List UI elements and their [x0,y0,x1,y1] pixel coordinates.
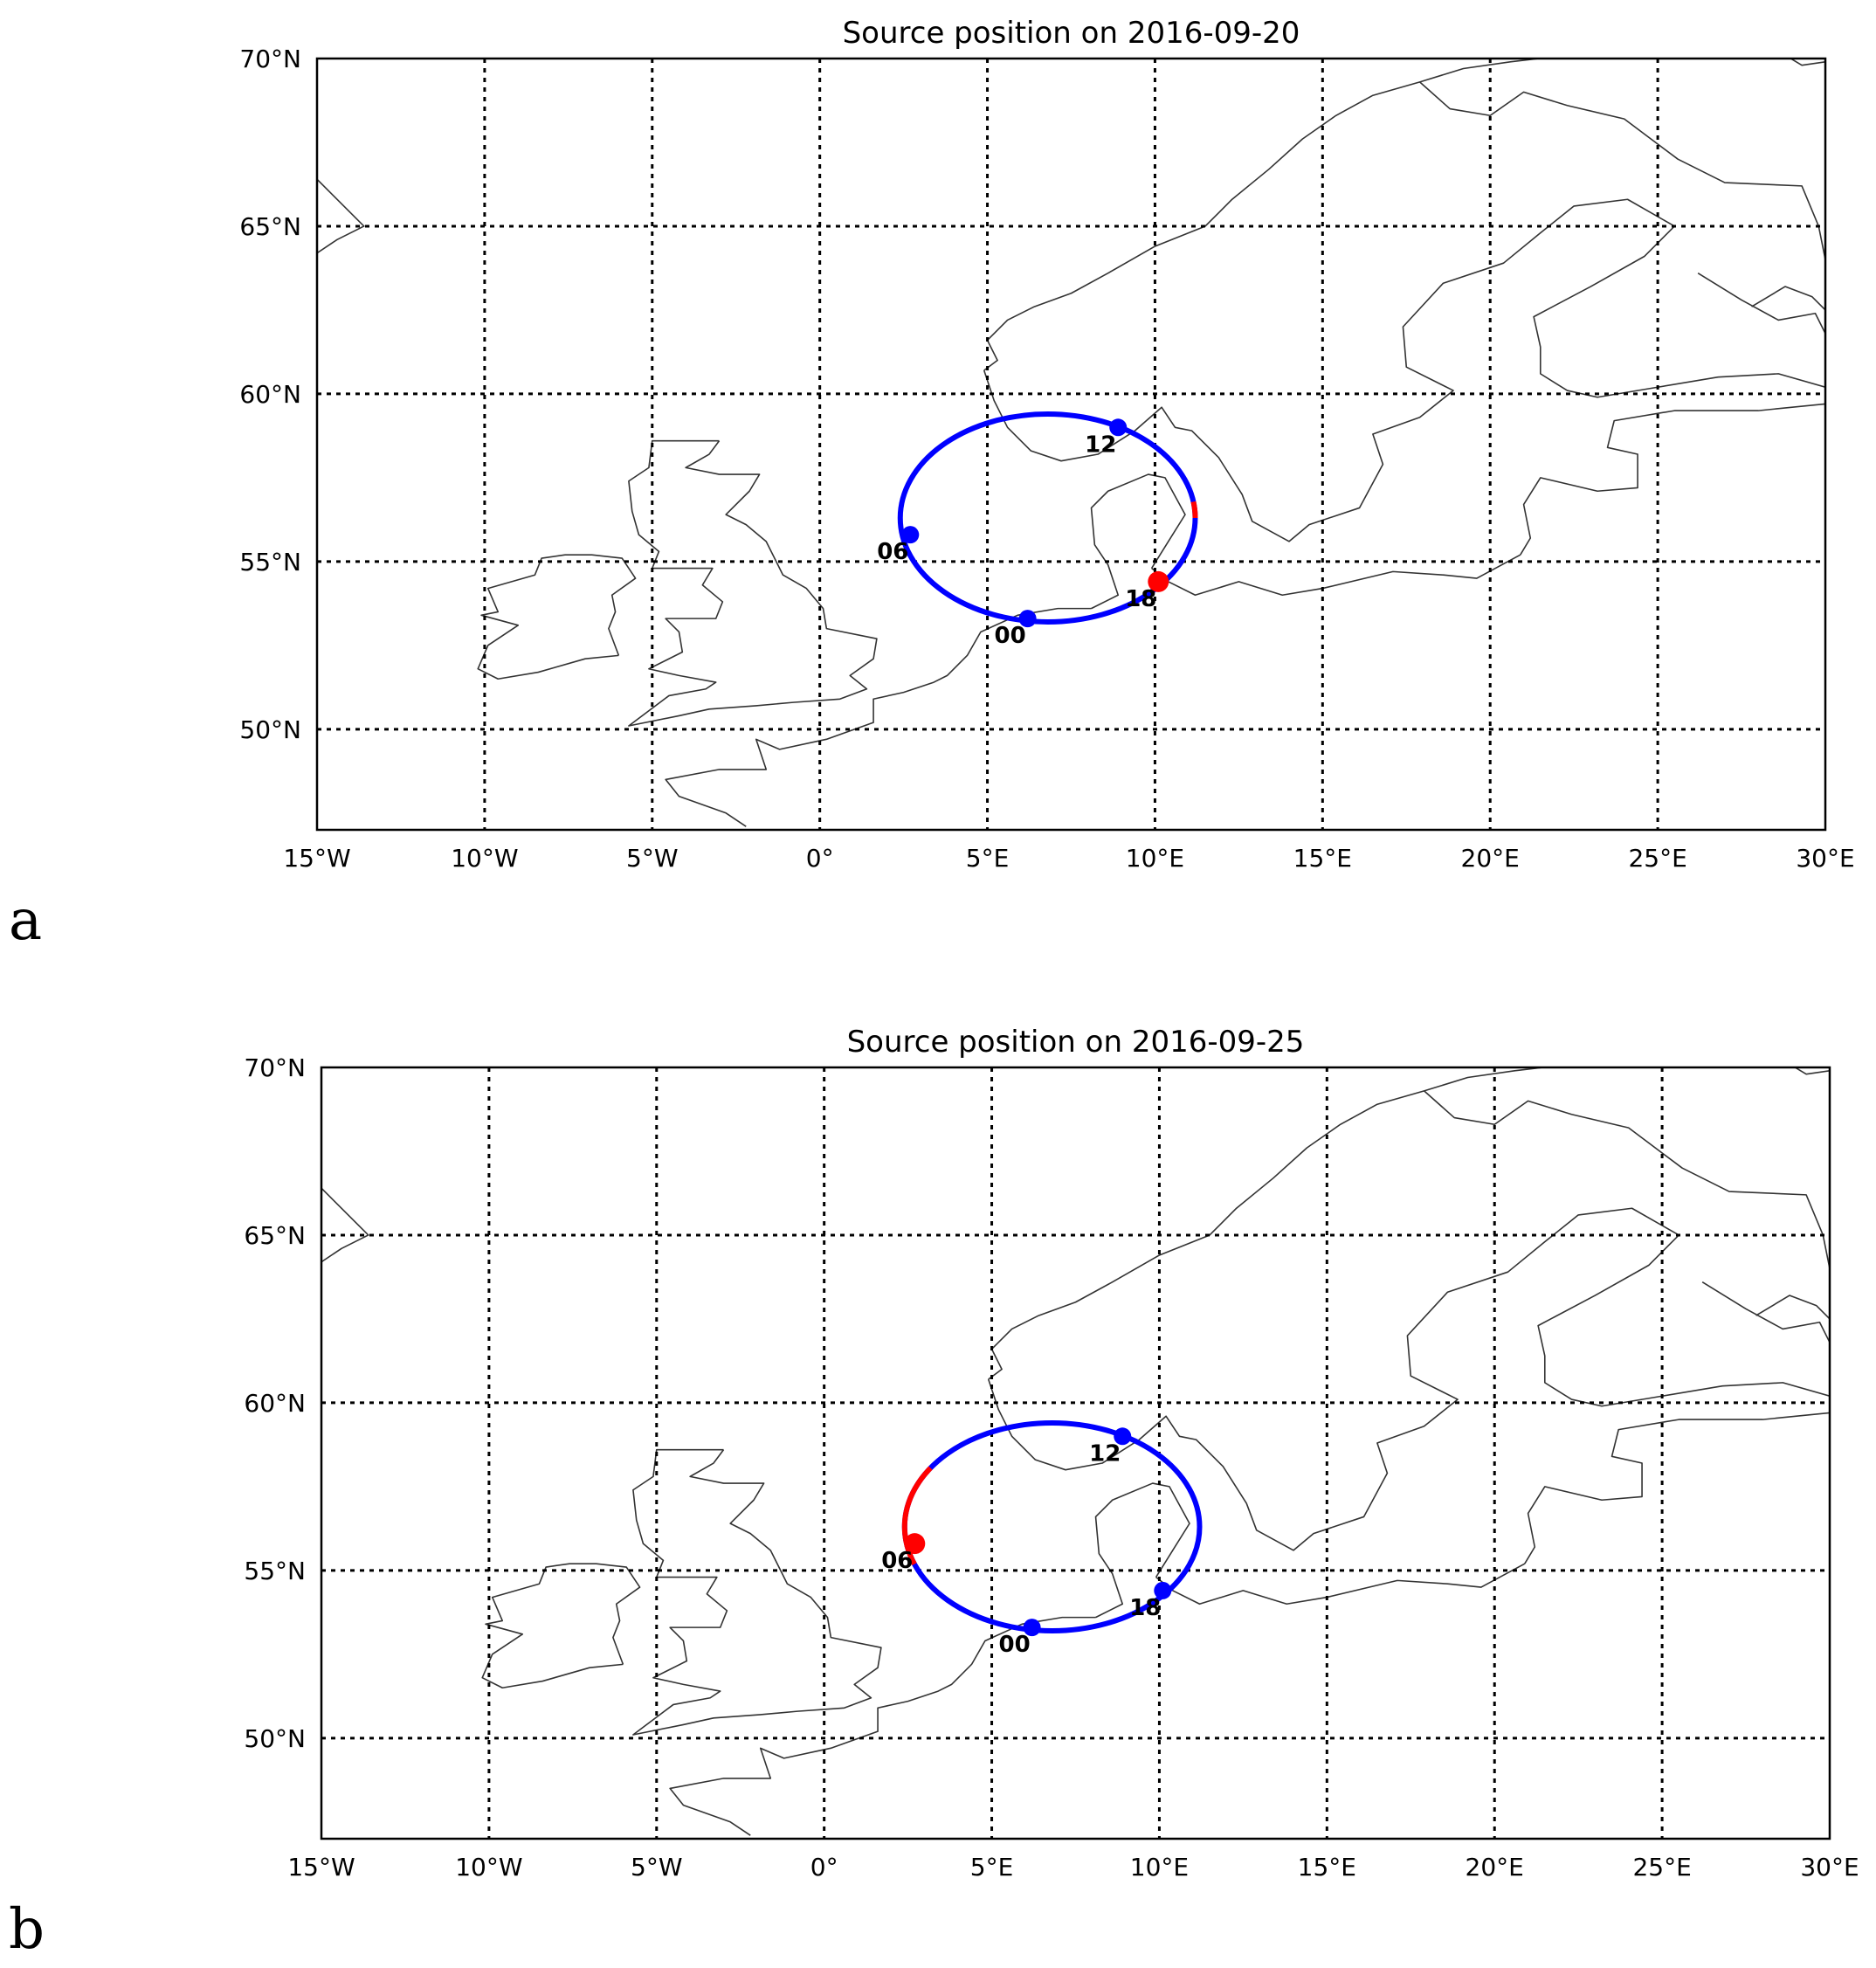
panel-letter: a [9,888,42,953]
coastline [477,554,637,680]
coastline [321,1187,369,1263]
coastline [1751,286,1825,311]
y-tick-label: 50°N [244,1724,306,1753]
x-tick-label: 10°W [451,844,518,873]
hour-label-18: 18 [1129,1595,1161,1621]
coastline [1094,1482,1190,1619]
y-tick-label: 70°N [239,45,301,73]
y-tick-label: 60°N [239,380,301,409]
coastline [987,1207,1679,1551]
x-tick-label: 25°E [1632,1853,1691,1882]
coastline [317,178,365,254]
active-arc [1190,501,1198,518]
coastline [1090,473,1186,610]
hour-label-06: 06 [881,1548,913,1574]
x-tick-label: 15°W [283,844,350,873]
coastline [665,607,1092,827]
x-tick-label: 30°E [1796,844,1854,873]
hour-marker-06 [901,526,920,544]
coastlines [317,59,1825,827]
coastline [1524,1412,1830,1564]
hour-label-00: 00 [995,623,1026,649]
coastline [669,1616,1096,1836]
hour-marker-06 [904,1533,926,1555]
coastline [983,59,1545,371]
coastline [1520,403,1825,556]
coastlines [321,1067,1830,1836]
x-tick-label: 10°W [455,1853,522,1882]
x-tick-label: 20°E [1461,844,1520,873]
coastline [632,1448,882,1736]
y-tick-label: 65°N [239,212,301,241]
coastline [1793,1067,1830,1075]
panel-title: Source position on 2016-09-20 [843,16,1300,51]
coastline [1155,1563,1526,1605]
x-tick-label: 5°W [631,1853,683,1882]
x-tick-label: 5°E [966,844,1010,873]
coastline [628,439,878,727]
coastline [1151,554,1521,597]
x-tick-label: 30°E [1800,1853,1859,1882]
panel-title: Source position on 2016-09-25 [847,1025,1305,1060]
hour-marker-00 [1023,1619,1041,1637]
y-tick-label: 70°N [244,1053,306,1082]
x-tick-label: 20°E [1466,1853,1524,1882]
hour-marker-00 [1018,610,1037,628]
hour-marker-18 [1154,1581,1172,1599]
coastline [1533,225,1825,398]
map-panel-b: Source position on 2016-09-25 b 15°W 10°W 5°… [9,1025,1859,1962]
hour-label-00: 00 [999,1632,1031,1658]
x-tick-label: 15°E [1298,1853,1356,1882]
map-panel-a: Source position on 2016-09-20 a 15°W 10°W 5°… [9,16,1855,953]
x-tick-label: 10°E [1126,844,1184,873]
coastline [1537,1234,1830,1407]
hour-marker-12 [1114,1427,1132,1446]
coastline [1701,1281,1830,1343]
y-tick-label: 55°N [244,1557,306,1585]
x-tick-label: 5°E [970,1853,1014,1882]
hour-marker-12 [1109,418,1128,437]
x-tick-label: 15°E [1293,844,1352,873]
coastline [1789,59,1825,66]
hour-label-06: 06 [877,539,908,565]
x-tick-label: 15°W [287,1853,355,1882]
y-tick-label: 55°N [239,548,301,577]
hour-label-12: 12 [1085,432,1116,458]
y-tick-label: 50°N [239,715,301,744]
y-tick-label: 65°N [244,1221,306,1250]
axes-frame [320,1066,1831,1840]
hour-label-12: 12 [1089,1440,1121,1467]
axes-frame [315,57,1827,832]
coastline [1424,1090,1830,1269]
x-tick-label: 25°E [1628,844,1686,873]
x-tick-label: 5°W [626,844,679,873]
hour-label-18: 18 [1125,586,1156,612]
x-tick-label: 10°E [1130,1853,1189,1882]
x-tick-label: 0° [806,844,834,873]
hour-marker-18 [1148,570,1169,592]
coastline [1755,1295,1830,1320]
coastline [481,1563,641,1689]
panel-letter: b [9,1897,45,1962]
coastline [1697,273,1825,335]
coastline [983,198,1675,542]
x-tick-label: 0° [810,1853,838,1882]
coastline [988,1067,1549,1380]
y-tick-label: 60°N [244,1389,306,1418]
coastline [1419,81,1825,260]
